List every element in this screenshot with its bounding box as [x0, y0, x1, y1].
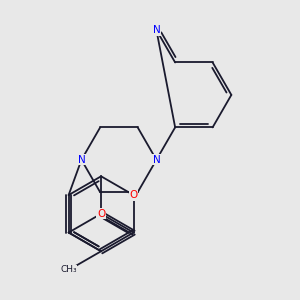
Text: N: N — [152, 25, 160, 35]
Text: O: O — [129, 190, 138, 200]
Text: N: N — [152, 155, 160, 165]
Text: N: N — [78, 155, 85, 165]
Text: O: O — [97, 209, 105, 219]
Text: CH₃: CH₃ — [60, 266, 77, 274]
